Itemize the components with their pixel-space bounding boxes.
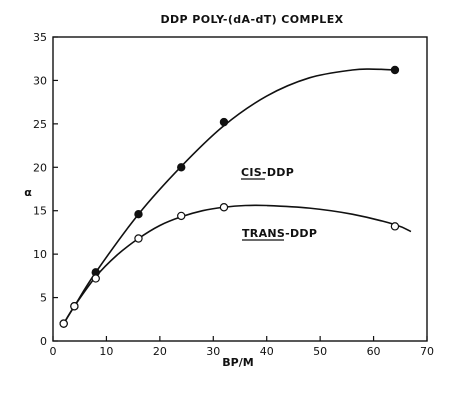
x-tick-label: 0 <box>50 345 57 358</box>
cis-ddp-curve <box>63 68 395 325</box>
y-tick-label: 20 <box>33 161 47 174</box>
cis-ddp-data-point <box>390 65 400 75</box>
y-tick-label: 0 <box>40 335 47 348</box>
x-tick-label: 50 <box>313 345 327 358</box>
series-curves <box>63 68 412 325</box>
x-tick-label: 10 <box>99 345 113 358</box>
cis-ddp-data-point <box>177 163 186 172</box>
x-tick-label: 40 <box>260 345 274 358</box>
trans-ddp-data-point <box>219 203 229 212</box>
y-axis-label: α <box>24 186 32 199</box>
cis-ddp-data-point <box>219 117 229 127</box>
series-points <box>59 65 400 328</box>
x-axis-label: BP/M <box>222 356 253 369</box>
y-tick-label: 30 <box>33 74 47 87</box>
trans-ddp-data-point <box>134 234 143 243</box>
x-axis-ticks: 0 10 20 30 40 50 60 70 <box>50 336 434 358</box>
y-tick-label: 5 <box>40 292 47 305</box>
plot-frame <box>52 36 428 342</box>
trans-ddp-data-point <box>91 274 100 283</box>
y-tick-label: 15 <box>33 205 47 218</box>
series-label-trans: TRANS-DDP <box>242 227 317 241</box>
cis-label-text: CIS-DDP <box>241 166 294 179</box>
x-tick-label: 30 <box>206 345 220 358</box>
x-tick-label: 70 <box>420 345 434 358</box>
trans-ddp-data-point <box>390 222 400 231</box>
y-axis-ticks: 0 5 10 15 20 25 30 35 <box>33 31 58 348</box>
trans-ddp-curve <box>63 204 412 325</box>
x-tick-label: 60 <box>367 345 381 358</box>
y-tick-label: 10 <box>33 248 47 261</box>
y-tick-label: 25 <box>33 118 47 131</box>
trans-label-text: TRANS-DDP <box>242 227 317 240</box>
chart-title: DDP POLY-(dA-dT) COMPLEX <box>160 13 343 26</box>
y-tick-label: 35 <box>33 31 47 44</box>
trans-ddp-data-point <box>177 211 186 221</box>
cis-ddp-data-point <box>134 209 143 219</box>
series-label-cis: CIS-DDP <box>241 166 294 180</box>
trans-ddp-data-point <box>59 319 68 328</box>
x-tick-label: 20 <box>153 345 167 358</box>
trans-ddp-data-point <box>70 302 79 311</box>
